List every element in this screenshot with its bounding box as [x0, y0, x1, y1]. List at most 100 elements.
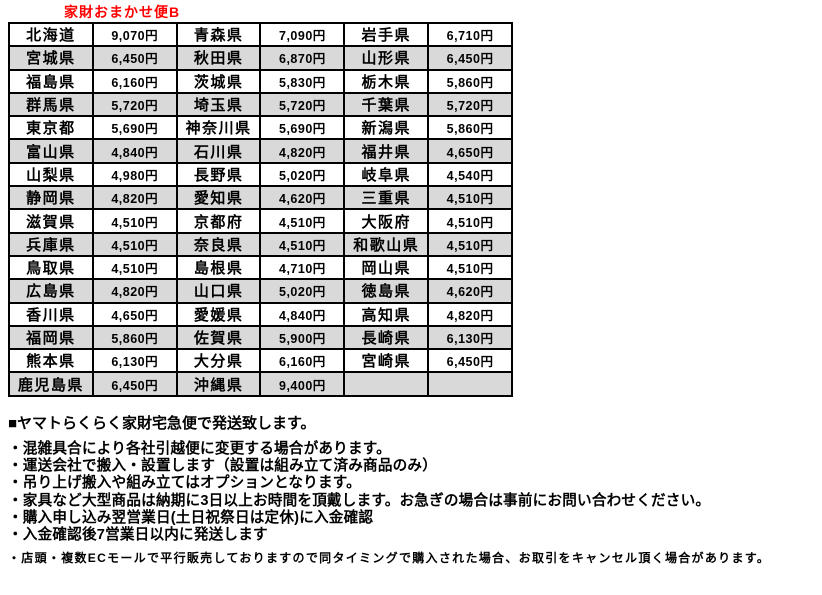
- table-title: 家財おまかせ便B: [64, 4, 181, 20]
- table-row: 福島県 6,160円 茨城県 5,830円 栃木県 5,860円: [8, 68, 513, 94]
- table-row: 東京都 5,690円 神奈川県 5,690円 新潟県 5,860円: [8, 115, 513, 141]
- prefecture-cell: 鳥取県: [8, 254, 94, 281]
- price-cell: 5,020円: [259, 278, 346, 304]
- price-cell: 4,980円: [91, 161, 178, 188]
- price-cell: 5,860円: [91, 324, 178, 351]
- price-cell: 4,840円: [91, 138, 178, 164]
- price-cell: 5,900円: [259, 324, 346, 351]
- table-row: 熊本県 6,130円 大分県 6,160円 宮崎県 6,450円: [8, 348, 513, 374]
- table-row: 兵庫県 4,510円 奈良県 4,510円 和歌山県 4,510円: [8, 231, 513, 257]
- price-cell: 4,650円: [91, 301, 178, 327]
- table-row: 山梨県 4,980円 長野県 5,020円 岐阜県 4,540円: [8, 161, 513, 188]
- price-cell: 9,070円: [91, 21, 178, 48]
- prefecture-cell: 兵庫県: [8, 231, 94, 257]
- price-cell: 6,450円: [91, 371, 178, 397]
- table-row: 北海道 9,070円 青森県 7,090円 岩手県 6,710円: [8, 21, 513, 48]
- prefecture-cell: 岐阜県: [343, 161, 430, 188]
- prefecture-cell: 佐賀県: [175, 324, 262, 351]
- prefecture-cell: 山梨県: [8, 161, 94, 188]
- price-cell: 6,160円: [259, 348, 346, 374]
- price-cell: 7,090円: [259, 21, 346, 48]
- prefecture-cell: 和歌山県: [343, 231, 430, 257]
- price-cell: 4,820円: [91, 185, 178, 211]
- prefecture-cell: 栃木県: [343, 68, 430, 94]
- prefecture-cell: 新潟県: [343, 115, 430, 141]
- price-cell: 5,690円: [259, 115, 346, 141]
- price-cell: 5,860円: [427, 115, 513, 141]
- prefecture-cell: 香川県: [8, 301, 94, 327]
- price-cell: 5,720円: [259, 91, 346, 118]
- table-row: 宮城県 6,450円 秋田県 6,870円 山形県 6,450円: [8, 45, 513, 71]
- prefecture-cell: 山口県: [175, 278, 262, 304]
- table-row: 富山県 4,840円 石川県 4,820円 福井県 4,650円: [8, 138, 513, 164]
- price-cell: 4,820円: [259, 138, 346, 164]
- price-cell: 4,510円: [259, 231, 346, 257]
- price-cell: 4,510円: [427, 254, 513, 281]
- prefecture-cell: 群馬県: [8, 91, 94, 118]
- note-line: ・吊り上げ搬入や組み立てはオプションとなります。: [8, 475, 361, 492]
- price-cell: 4,820円: [91, 278, 178, 304]
- price-cell: 6,870円: [259, 45, 346, 71]
- price-cell: 5,690円: [91, 115, 178, 141]
- prefecture-cell: 高知県: [343, 301, 430, 327]
- prefecture-cell: 三重県: [343, 185, 430, 211]
- price-cell: 6,450円: [427, 45, 513, 71]
- table-row: 福岡県 5,860円 佐賀県 5,900円 長崎県 6,130円: [8, 324, 513, 351]
- prefecture-cell: 愛知県: [175, 185, 262, 211]
- prefecture-cell: 神奈川県: [175, 115, 262, 141]
- price-cell: 4,510円: [91, 231, 178, 257]
- prefecture-cell: 長野県: [175, 161, 262, 188]
- price-cell: 6,710円: [427, 21, 513, 48]
- prefecture-cell: 沖縄県: [175, 371, 262, 397]
- prefecture-cell: 北海道: [8, 21, 94, 48]
- price-cell: 4,510円: [427, 185, 513, 211]
- note-line: ・購入申し込み翌営業日(土日祝祭日は定休)に入金確認: [8, 509, 374, 526]
- table-row: 群馬県 5,720円 埼玉県 5,720円 千葉県 5,720円: [8, 91, 513, 118]
- prefecture-cell: 宮崎県: [343, 348, 430, 374]
- prefecture-cell: 埼玉県: [175, 91, 262, 118]
- price-cell: 5,830円: [259, 68, 346, 94]
- note-line: ・家具など大型商品は納期に3日以上お時間を頂戴します。お急ぎの場合は事前にお問い…: [8, 492, 711, 509]
- table-row: 香川県 4,650円 愛媛県 4,840円 高知県 4,820円: [8, 301, 513, 327]
- price-cell: 4,540円: [427, 161, 513, 188]
- prefecture-cell: 富山県: [8, 138, 94, 164]
- prefecture-cell: 鹿児島県: [8, 371, 94, 397]
- price-cell: 6,450円: [91, 45, 178, 71]
- price-cell: 4,710円: [259, 254, 346, 281]
- prefecture-cell: 福井県: [343, 138, 430, 164]
- table-row: 鳥取県 4,510円 島根県 4,710円 岡山県 4,510円: [8, 254, 513, 281]
- notes-heading: ■ヤマトらくらく家財宅急便で発送致します。: [8, 415, 316, 432]
- prefecture-cell: 青森県: [175, 21, 262, 48]
- prefecture-cell: 千葉県: [343, 91, 430, 118]
- price-cell: 5,720円: [427, 91, 513, 118]
- prefecture-cell: 福島県: [8, 68, 94, 94]
- price-cell: 4,820円: [427, 301, 513, 327]
- price-cell: 9,400円: [259, 371, 346, 397]
- prefecture-cell: 愛媛県: [175, 301, 262, 327]
- table-row: 鹿児島県 6,450円 沖縄県 9,400円: [8, 371, 513, 397]
- prefecture-cell: 宮城県: [8, 45, 94, 71]
- price-cell: 4,840円: [259, 301, 346, 327]
- price-cell: 6,160円: [91, 68, 178, 94]
- prefecture-cell: 奈良県: [175, 231, 262, 257]
- prefecture-cell: 岩手県: [343, 21, 430, 48]
- price-cell: 6,130円: [91, 348, 178, 374]
- prefecture-cell: 秋田県: [175, 45, 262, 71]
- price-cell: 4,510円: [91, 254, 178, 281]
- table-row: 広島県 4,820円 山口県 5,020円 徳島県 4,620円: [8, 278, 513, 304]
- prefecture-cell: 静岡県: [8, 185, 94, 211]
- price-cell: 5,020円: [259, 161, 346, 188]
- price-cell: 4,650円: [427, 138, 513, 164]
- table-row: 静岡県 4,820円 愛知県 4,620円 三重県 4,510円: [8, 185, 513, 211]
- price-cell: 5,860円: [427, 68, 513, 94]
- price-cell: 4,620円: [259, 185, 346, 211]
- price-cell: 4,510円: [259, 208, 346, 234]
- prefecture-cell: 岡山県: [343, 254, 430, 281]
- prefecture-cell: 山形県: [343, 45, 430, 71]
- price-cell: 4,510円: [427, 208, 513, 234]
- prefecture-cell: 長崎県: [343, 324, 430, 351]
- prefecture-cell: 島根県: [175, 254, 262, 281]
- prefecture-cell: 福岡県: [8, 324, 94, 351]
- note-line: ・混雑具合により各社引越便に変更する場合があります。: [8, 441, 391, 457]
- prefecture-cell: 東京都: [8, 115, 94, 141]
